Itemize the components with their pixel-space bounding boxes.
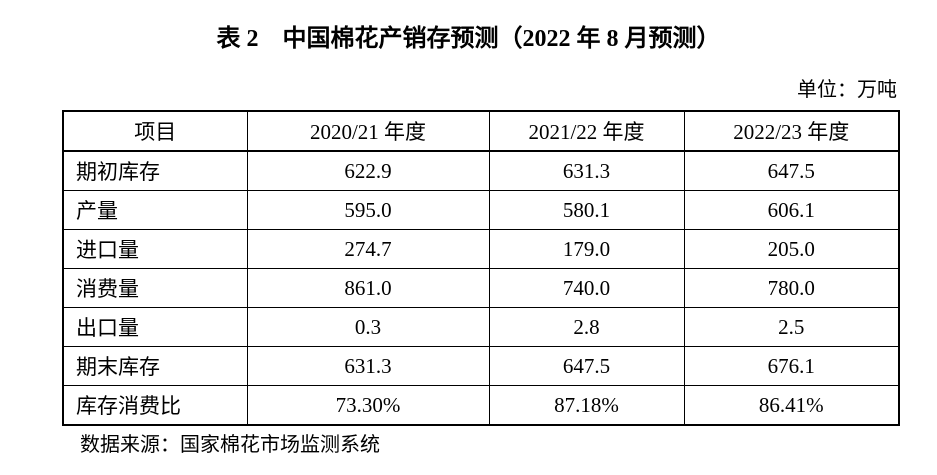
cell-value: 780.0 [683, 268, 900, 308]
unit-label: 单位：万吨 [797, 79, 897, 101]
column-header-2022-23: 2022/23 年度 [683, 110, 900, 152]
cell-value: 274.7 [246, 229, 490, 269]
cell-value: 580.1 [488, 190, 685, 230]
cell-value: 205.0 [683, 229, 900, 269]
table-row-imports: 进口量 274.7 179.0 205.0 [62, 229, 900, 269]
table-row-stock-consumption-ratio: 库存消费比 73.30% 87.18% 86.41% [62, 385, 900, 426]
row-label: 消费量 [62, 268, 248, 308]
cell-value: 676.1 [683, 346, 900, 386]
cell-value: 2.5 [683, 307, 900, 347]
column-header-2020-21: 2020/21 年度 [246, 110, 490, 152]
cell-value: 740.0 [488, 268, 685, 308]
cell-value: 2.8 [488, 307, 685, 347]
cell-value: 87.18% [488, 385, 685, 426]
cotton-forecast-table: 项目 2020/21 年度 2021/22 年度 2022/23 年度 期初库存… [62, 110, 900, 426]
row-label: 出口量 [62, 307, 248, 347]
cell-value: 179.0 [488, 229, 685, 269]
cell-value: 73.30% [246, 385, 490, 426]
table-header-row: 项目 2020/21 年度 2021/22 年度 2022/23 年度 [62, 110, 900, 152]
data-source-note: 数据来源：国家棉花市场监测系统 [80, 434, 380, 456]
row-label: 产量 [62, 190, 248, 230]
cell-value: 647.5 [683, 150, 900, 191]
table-row-exports: 出口量 0.3 2.8 2.5 [62, 307, 900, 347]
cell-value: 622.9 [246, 150, 490, 191]
row-label: 期末库存 [62, 346, 248, 386]
row-label: 期初库存 [62, 150, 248, 191]
cell-value: 647.5 [488, 346, 685, 386]
table-row-ending-stock: 期末库存 631.3 647.5 676.1 [62, 346, 900, 386]
cell-value: 606.1 [683, 190, 900, 230]
row-label: 库存消费比 [62, 385, 248, 426]
table-row-consumption: 消费量 861.0 740.0 780.0 [62, 268, 900, 308]
table-row-beginning-stock: 期初库存 622.9 631.3 647.5 [62, 150, 900, 191]
row-label: 进口量 [62, 229, 248, 269]
table-title: 表 2 中国棉花产销存预测（2022 年 8 月预测） [216, 26, 721, 52]
column-header-2021-22: 2021/22 年度 [488, 110, 685, 152]
cell-value: 861.0 [246, 268, 490, 308]
cell-value: 631.3 [488, 150, 685, 191]
cell-value: 86.41% [683, 385, 900, 426]
table-row-production: 产量 595.0 580.1 606.1 [62, 190, 900, 230]
cell-value: 0.3 [246, 307, 490, 347]
cell-value: 595.0 [246, 190, 490, 230]
column-header-item: 项目 [62, 110, 248, 152]
cell-value: 631.3 [246, 346, 490, 386]
